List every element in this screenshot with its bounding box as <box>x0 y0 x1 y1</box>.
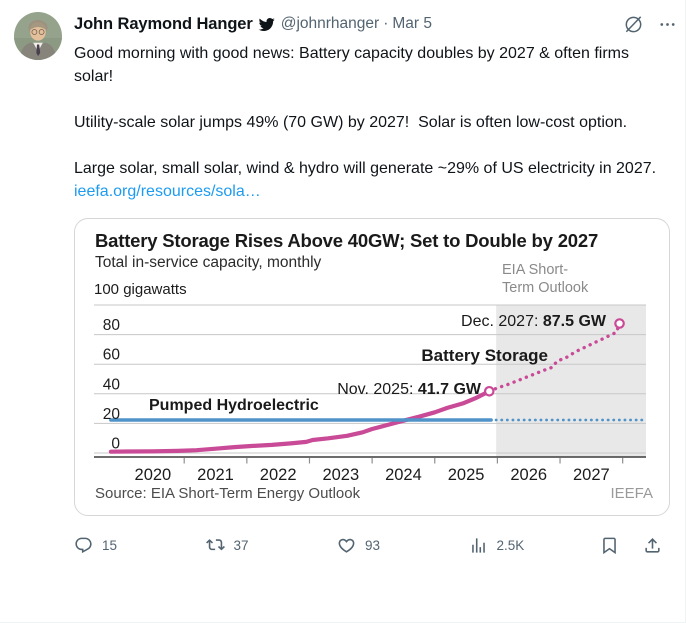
engagement-right-group <box>600 536 666 555</box>
chart-source: Source: EIA Short-Term Energy Outlook <box>95 485 361 502</box>
retweet-count: 37 <box>233 537 249 553</box>
views-icon <box>469 536 488 555</box>
svg-text:80: 80 <box>103 317 121 334</box>
bookmark-icon[interactable] <box>600 536 619 555</box>
chart-credit: IEEFA <box>610 485 653 502</box>
chart-title: Battery Storage Rises Above 40GW; Set to… <box>95 230 599 251</box>
author-name[interactable]: John Raymond Hanger <box>74 14 253 33</box>
avatar[interactable] <box>14 12 62 60</box>
grok-icon[interactable] <box>623 14 644 35</box>
reply-count: 15 <box>102 537 118 553</box>
more-icon[interactable] <box>658 15 677 34</box>
tweet: John Raymond Hanger @johnrhanger · Mar 5 <box>14 12 677 558</box>
annotation-pumped-hydro: Pumped Hydroelectric <box>149 397 319 414</box>
tweet-paragraph: Large solar, small solar, wind & hydro w… <box>74 160 657 177</box>
twitter-bird-icon <box>258 16 275 33</box>
svg-text:0: 0 <box>111 436 120 453</box>
tweet-meta: @johnrhanger · Mar 5 <box>281 15 432 33</box>
y-axis-unit-label: 100 gigawatts <box>94 281 187 298</box>
tweet-paragraph: Utility-scale solar jumps 49% (70 GW) by… <box>74 114 628 131</box>
svg-text:2021: 2021 <box>197 466 234 484</box>
forecast-outlook-label: EIA Short- Term Outlook <box>502 262 589 296</box>
retweet-icon <box>205 536 225 555</box>
svg-text:2023: 2023 <box>322 466 359 484</box>
retweet-button[interactable]: 37 <box>205 536 338 555</box>
meta-separator: · <box>383 15 389 32</box>
tweet-text: Good morning with good news: Battery cap… <box>74 42 662 203</box>
tweet-date[interactable]: Mar 5 <box>392 15 432 32</box>
avatar-portrait <box>14 12 62 60</box>
svg-text:2025: 2025 <box>448 466 485 484</box>
tweet-paragraph: Good morning with good news: Battery cap… <box>74 45 634 85</box>
tweet-header: John Raymond Hanger @johnrhanger · Mar 5 <box>74 12 677 36</box>
annotation-nov-2025: Nov. 2025: 41.7 GW <box>337 381 481 398</box>
reply-button[interactable]: 15 <box>74 536 206 555</box>
heart-icon <box>337 536 356 555</box>
svg-text:2026: 2026 <box>510 466 547 484</box>
annotation-dec-2027: Dec. 2027: 87.5 GW <box>461 313 606 330</box>
like-count: 93 <box>365 537 381 553</box>
engagement-bar: 15 37 93 2.5K <box>74 532 666 558</box>
like-button[interactable]: 93 <box>337 536 469 555</box>
share-icon[interactable] <box>643 536 662 555</box>
svg-text:60: 60 <box>103 347 121 364</box>
svg-text:2020: 2020 <box>135 466 172 484</box>
svg-text:20: 20 <box>103 406 121 423</box>
reply-icon <box>74 536 93 555</box>
chart-card[interactable]: Battery Storage Rises Above 40GW; Set to… <box>74 218 670 516</box>
chart-source-row: Source: EIA Short-Term Energy Outlook IE… <box>95 485 653 502</box>
views-count: 2.5K <box>496 537 525 553</box>
svg-text:2022: 2022 <box>260 466 297 484</box>
views-button[interactable]: 2.5K <box>469 536 601 555</box>
chart-subtitle: Total in-service capacity, monthly <box>95 254 322 271</box>
annotation-battery-storage: Battery Storage <box>421 346 548 365</box>
svg-text:40: 40 <box>103 376 121 393</box>
chart-plot: 2020 2021 2022 2023 2024 2025 2026 2027 0 20 40 60 8… <box>94 304 646 484</box>
svg-text:2024: 2024 <box>385 466 422 484</box>
svg-text:2027: 2027 <box>573 466 610 484</box>
author-handle[interactable]: @johnrhanger <box>280 15 380 32</box>
tweet-link[interactable]: ieefa.org/resources/sola… <box>74 183 261 200</box>
